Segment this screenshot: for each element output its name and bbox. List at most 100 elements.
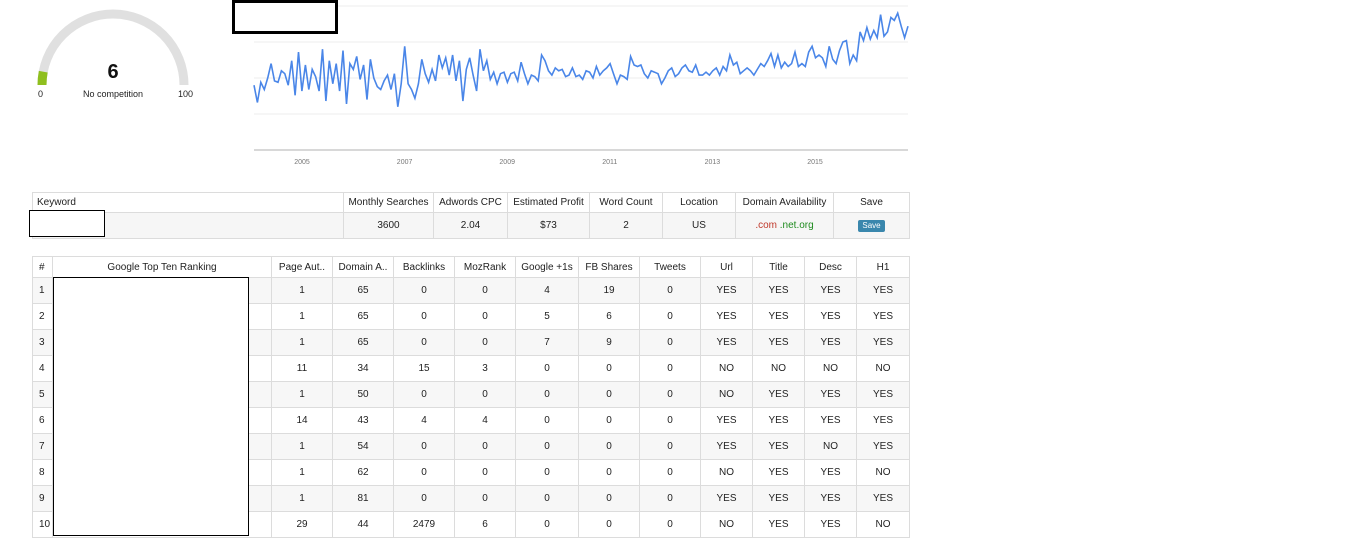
- page-authority: 29: [271, 511, 333, 538]
- col-url[interactable]: Url: [700, 256, 753, 278]
- title-match: NO: [752, 355, 805, 382]
- col-save: Save: [833, 192, 910, 213]
- tweets: 0: [639, 485, 701, 512]
- domain-authority: 50: [332, 381, 394, 408]
- col-mozrank[interactable]: MozRank: [454, 256, 516, 278]
- fb-shares: 6: [578, 303, 640, 330]
- row-index: 4: [32, 355, 53, 382]
- tweets: 0: [639, 459, 701, 486]
- mozrank: 3: [454, 355, 516, 382]
- domain-authority: 34: [332, 355, 394, 382]
- table-row: 2 1 65 0 0 5 6 0 YES YES YES YES: [32, 303, 910, 330]
- domain-authority: 62: [332, 459, 394, 486]
- title-match: YES: [752, 511, 805, 538]
- google-plus-ones: 0: [515, 407, 579, 434]
- google-plus-ones: 0: [515, 355, 579, 382]
- h1-match: NO: [856, 459, 910, 486]
- url-match: YES: [700, 485, 753, 512]
- word-count-value: 2: [589, 212, 663, 239]
- col-fb-shares[interactable]: FB Shares: [578, 256, 640, 278]
- ranking-table-header: # Google Top Ten Ranking Page Aut.. Doma…: [32, 256, 910, 278]
- tweets: 0: [639, 303, 701, 330]
- fb-shares: 0: [578, 407, 640, 434]
- backlinks: 15: [393, 355, 455, 382]
- h1-match: NO: [856, 355, 910, 382]
- title-match: YES: [752, 459, 805, 486]
- page-authority: 14: [271, 407, 333, 434]
- google-plus-ones: 0: [515, 485, 579, 512]
- h1-match: YES: [856, 329, 910, 356]
- col-index: #: [32, 256, 53, 278]
- gauge-arc: [37, 9, 189, 86]
- domain-net-link[interactable]: .net: [779, 220, 797, 231]
- title-match: YES: [752, 329, 805, 356]
- url-match: YES: [700, 329, 753, 356]
- title-match: YES: [752, 433, 805, 460]
- fb-shares: 0: [578, 459, 640, 486]
- url-match: NO: [700, 511, 753, 538]
- top-ten-ranking-table: # Google Top Ten Ranking Page Aut.. Doma…: [32, 256, 910, 538]
- row-index: 9: [32, 485, 53, 512]
- page-authority: 1: [271, 433, 333, 460]
- backlinks: 0: [393, 303, 455, 330]
- title-match: YES: [752, 485, 805, 512]
- save-button[interactable]: Save: [858, 219, 885, 232]
- chart-x-ticks: 2005 2007 2009 2011 2013 2015: [294, 159, 823, 166]
- page-authority: 1: [271, 303, 333, 330]
- gauge-fill: [37, 70, 48, 86]
- title-match: YES: [752, 381, 805, 408]
- google-plus-ones: 0: [515, 459, 579, 486]
- title-match: YES: [752, 303, 805, 330]
- col-google-top-ten: Google Top Ten Ranking: [52, 256, 272, 278]
- url-match: NO: [700, 355, 753, 382]
- col-domain-authority[interactable]: Domain A..: [332, 256, 394, 278]
- col-title[interactable]: Title: [752, 256, 805, 278]
- tweets: 0: [639, 329, 701, 356]
- mozrank: 4: [454, 407, 516, 434]
- backlinks: 0: [393, 485, 455, 512]
- col-word-count: Word Count: [589, 192, 663, 213]
- x-tick-label: 2013: [705, 159, 721, 166]
- trend-series-line: [253, 10, 909, 107]
- desc-match: YES: [804, 511, 857, 538]
- domain-org-link[interactable]: .org: [796, 220, 814, 231]
- col-page-authority[interactable]: Page Aut..: [271, 256, 333, 278]
- url-match: NO: [700, 459, 753, 486]
- gauge-track: [37, 9, 189, 86]
- col-monthly-searches: Monthly Searches: [343, 192, 434, 213]
- tweets: 0: [639, 355, 701, 382]
- row-index: 1: [32, 277, 53, 304]
- desc-match: YES: [804, 303, 857, 330]
- page-authority: 1: [271, 459, 333, 486]
- col-h1[interactable]: H1: [856, 256, 910, 278]
- h1-match: NO: [856, 511, 910, 538]
- domain-com-link[interactable]: .com: [755, 220, 777, 231]
- col-adwords-cpc: Adwords CPC: [433, 192, 508, 213]
- url-match: NO: [700, 381, 753, 408]
- google-plus-ones: 4: [515, 277, 579, 304]
- desc-match: YES: [804, 381, 857, 408]
- mozrank: 0: [454, 433, 516, 460]
- backlinks: 0: [393, 433, 455, 460]
- col-tweets[interactable]: Tweets: [639, 256, 701, 278]
- col-backlinks[interactable]: Backlinks: [393, 256, 455, 278]
- x-tick-label: 2015: [807, 159, 823, 166]
- backlinks: 0: [393, 459, 455, 486]
- mozrank: 0: [454, 381, 516, 408]
- col-google-plus-ones[interactable]: Google +1s: [515, 256, 579, 278]
- domain-availability-value: .com .net.org: [735, 212, 834, 239]
- gauge-caption: No competition: [82, 89, 144, 99]
- tweets: 0: [639, 277, 701, 304]
- title-match: YES: [752, 407, 805, 434]
- row-index: 2: [32, 303, 53, 330]
- google-plus-ones: 7: [515, 329, 579, 356]
- desc-match: YES: [804, 277, 857, 304]
- h1-match: YES: [856, 485, 910, 512]
- row-index: 10: [32, 511, 53, 538]
- google-plus-ones: 0: [515, 381, 579, 408]
- col-desc[interactable]: Desc: [804, 256, 857, 278]
- competition-gauge: 6 0 No competition 100: [30, 5, 200, 105]
- desc-match: YES: [804, 407, 857, 434]
- backlinks: 4: [393, 407, 455, 434]
- save-cell: Save: [833, 212, 910, 239]
